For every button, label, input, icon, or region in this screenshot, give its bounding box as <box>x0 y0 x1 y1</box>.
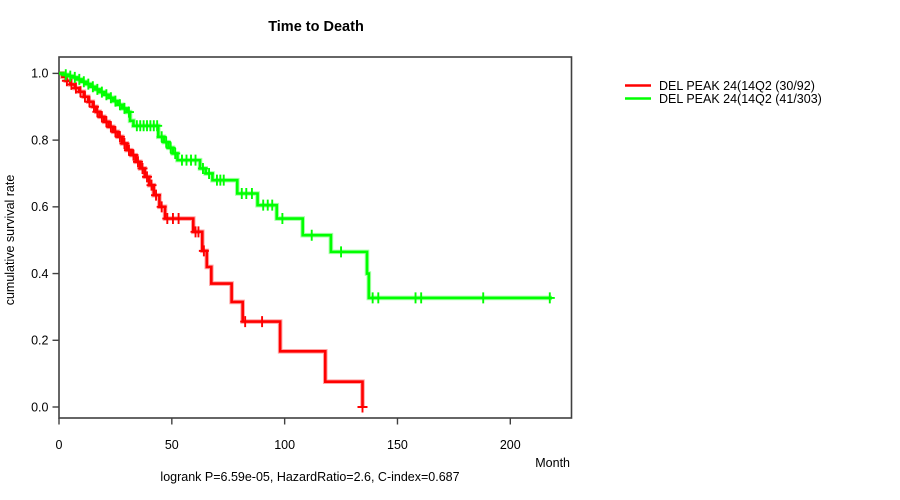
legend: DEL PEAK 24(14Q2 (30/92) DEL PEAK 24(14Q… <box>625 79 822 106</box>
censor-marks-0 <box>61 75 368 413</box>
y-tick-label: 0.6 <box>31 200 48 214</box>
y-tick-label: 1.0 <box>31 67 48 81</box>
x-tick-label: 50 <box>165 438 179 452</box>
x-axis-title: Month <box>535 456 570 470</box>
y-tick-label: 0.2 <box>31 334 48 348</box>
x-tick-label: 0 <box>56 438 63 452</box>
stats-footer: logrank P=6.59e-05, HazardRatio=2.6, C-i… <box>160 470 459 484</box>
y-tick-label: 0.4 <box>31 267 48 281</box>
plot-border <box>58 56 573 419</box>
x-tick-label: 200 <box>500 438 521 452</box>
censor-marks-1 <box>60 69 555 304</box>
y-tick-label: 0.8 <box>31 133 48 147</box>
axes: 0.0 0.2 0.4 0.6 0.8 1.0 0 50 100 150 200 <box>31 56 573 452</box>
y-tick-label: 0.0 <box>31 400 48 414</box>
legend-label-red: DEL PEAK 24(14Q2 (30/92) <box>659 79 815 93</box>
legend-label-green: DEL PEAK 24(14Q2 (41/303) <box>659 92 822 106</box>
x-tick-label: 150 <box>387 438 408 452</box>
x-tick-label: 100 <box>274 438 295 452</box>
survival-curve-halo-0 <box>59 71 365 407</box>
chart-title: Time to Death <box>268 19 364 35</box>
survival-curve-1 <box>59 72 553 300</box>
survival-curves <box>59 69 555 413</box>
survival-curve-halo-1 <box>59 71 553 301</box>
y-axis-title: cumulative survival rate <box>3 175 17 306</box>
